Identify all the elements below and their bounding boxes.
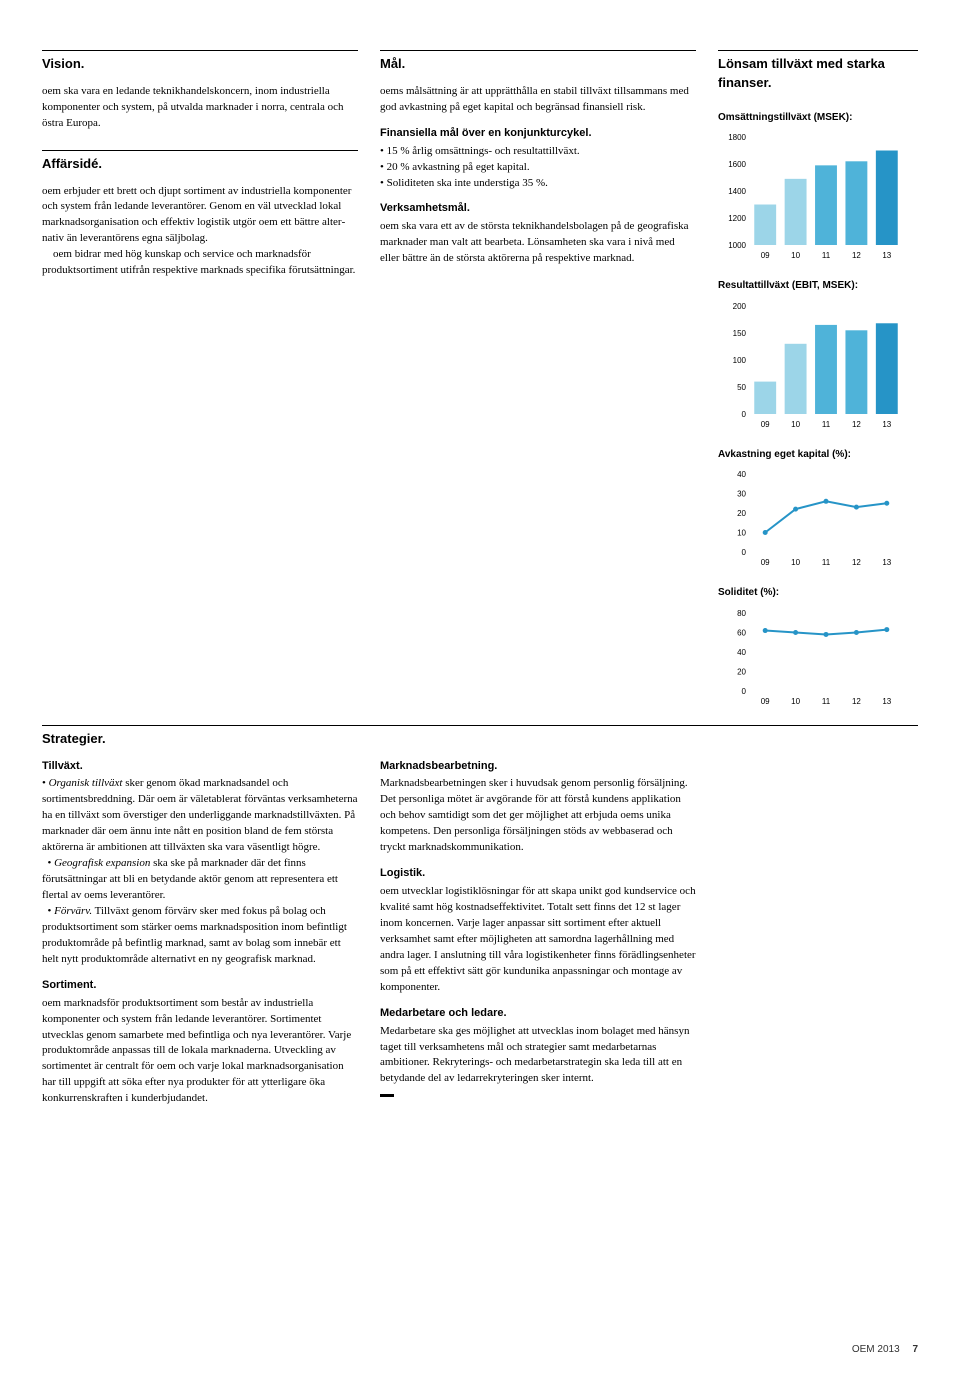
heading-affarside: Affärsidé. xyxy=(42,150,358,174)
svg-text:12: 12 xyxy=(852,558,861,567)
heading-lonsam: Lönsam tillväxt med starka finanser. xyxy=(718,50,918,93)
chart-title-sol: Soliditet (%): xyxy=(718,586,918,601)
svg-text:200: 200 xyxy=(733,302,747,311)
svg-text:1600: 1600 xyxy=(728,160,746,169)
svg-text:1800: 1800 xyxy=(728,133,746,142)
svg-text:10: 10 xyxy=(791,420,800,429)
svg-text:60: 60 xyxy=(737,628,746,637)
fin-item-2: 20 % avkastning på eget kapital. xyxy=(380,160,696,176)
verk-text: oem ska vara ett av de största teknikhan… xyxy=(380,219,696,267)
logistik-text: oem utvecklar logistiklösningar för att … xyxy=(380,884,696,996)
chart-title-res: Resultattillväxt (EBIT, MSEK): xyxy=(718,279,918,294)
chart-avk: 0 10 20 30 40 09 10 11 12 13 xyxy=(718,468,918,568)
end-mark-icon xyxy=(380,1094,394,1097)
svg-text:09: 09 xyxy=(761,420,770,429)
svg-text:10: 10 xyxy=(791,697,800,706)
page-footer: OEM 2013 7 xyxy=(852,1343,918,1358)
svg-text:1200: 1200 xyxy=(728,214,746,223)
sub-logistik: Logistik. xyxy=(380,866,696,882)
svg-text:40: 40 xyxy=(737,648,746,657)
svg-text:10: 10 xyxy=(791,251,800,260)
sub-sortiment: Sortiment. xyxy=(42,978,358,994)
heading-vision: Vision. xyxy=(42,50,358,74)
svg-text:10: 10 xyxy=(737,529,746,538)
svg-text:13: 13 xyxy=(882,697,891,706)
svg-text:150: 150 xyxy=(733,329,747,338)
svg-text:1400: 1400 xyxy=(728,187,746,196)
svg-text:100: 100 xyxy=(733,356,747,365)
svg-text:30: 30 xyxy=(737,490,746,499)
medarbetare-text: Medarbetare ska ges möjlighet att utveck… xyxy=(380,1024,696,1088)
chart-title-oms: Omsättningstillväxt (MSEK): xyxy=(718,111,918,126)
svg-text:09: 09 xyxy=(761,558,770,567)
svg-text:11: 11 xyxy=(822,420,831,429)
svg-text:12: 12 xyxy=(852,420,861,429)
svg-text:40: 40 xyxy=(737,470,746,479)
svg-text:13: 13 xyxy=(882,558,891,567)
heading-mal: Mål. xyxy=(380,50,696,74)
heading-strategier: Strategier. xyxy=(42,725,918,749)
svg-text:11: 11 xyxy=(822,251,831,260)
affarside-p1: oem erbjuder ett brett och djupt sortime… xyxy=(42,184,358,248)
svg-text:20: 20 xyxy=(737,509,746,518)
chart-oms: 1000 1200 1400 1600 1800 09 10 11 12 13 xyxy=(718,131,918,261)
sub-verksamhetsmal: Verksamhetsmål. xyxy=(380,201,696,217)
svg-text:0: 0 xyxy=(742,410,747,419)
footer-page-number: 7 xyxy=(912,1344,918,1355)
mal-text: oems målsättning är att upprätthålla en … xyxy=(380,84,696,116)
svg-text:50: 50 xyxy=(737,383,746,392)
chart-title-avk: Avkastning eget kapital (%): xyxy=(718,448,918,463)
svg-text:12: 12 xyxy=(852,251,861,260)
chart-sol: 0 20 40 60 80 09 10 11 12 13 xyxy=(718,607,918,707)
svg-text:11: 11 xyxy=(822,558,831,567)
chart-res: 0 50 100 150 200 09 10 11 12 13 xyxy=(718,300,918,430)
svg-text:13: 13 xyxy=(882,420,891,429)
svg-text:20: 20 xyxy=(737,667,746,676)
sub-medarbetare: Medarbetare och ledare. xyxy=(380,1006,696,1022)
affarside-p2: oem bidrar med hög kunskap och service o… xyxy=(42,247,358,279)
svg-text:80: 80 xyxy=(737,609,746,618)
tillvaxt-text: • Organisk tillväxt sker genom ökad mark… xyxy=(42,776,358,967)
svg-text:09: 09 xyxy=(761,251,770,260)
svg-text:11: 11 xyxy=(822,697,831,706)
svg-text:0: 0 xyxy=(742,687,747,696)
sub-finansiella: Finansiella mål över en konjunkturcykel. xyxy=(380,126,696,142)
svg-text:0: 0 xyxy=(742,548,747,557)
sub-marknad: Marknadsbearbetning. xyxy=(380,759,696,775)
fin-item-1: 15 % årlig omsättnings- och resultattill… xyxy=(380,144,696,160)
marknad-text: Marknadsbearbetningen sker i huvudsak ge… xyxy=(380,776,696,856)
svg-text:12: 12 xyxy=(852,697,861,706)
finansiella-list: 15 % årlig omsättnings- och resultattill… xyxy=(380,144,696,192)
svg-text:1000: 1000 xyxy=(728,241,746,250)
svg-text:09: 09 xyxy=(761,697,770,706)
vision-text: oem ska vara en ledande teknikhandels­ko… xyxy=(42,84,358,132)
footer-source: OEM 2013 xyxy=(852,1344,900,1355)
sortiment-text: oem marknadsför produktsortiment som bes… xyxy=(42,996,358,1108)
svg-text:10: 10 xyxy=(791,558,800,567)
fin-item-3: Soliditeten ska inte understiga 35 %. xyxy=(380,176,696,192)
sub-tillvaxt: Tillväxt. xyxy=(42,759,358,775)
svg-text:13: 13 xyxy=(882,251,891,260)
